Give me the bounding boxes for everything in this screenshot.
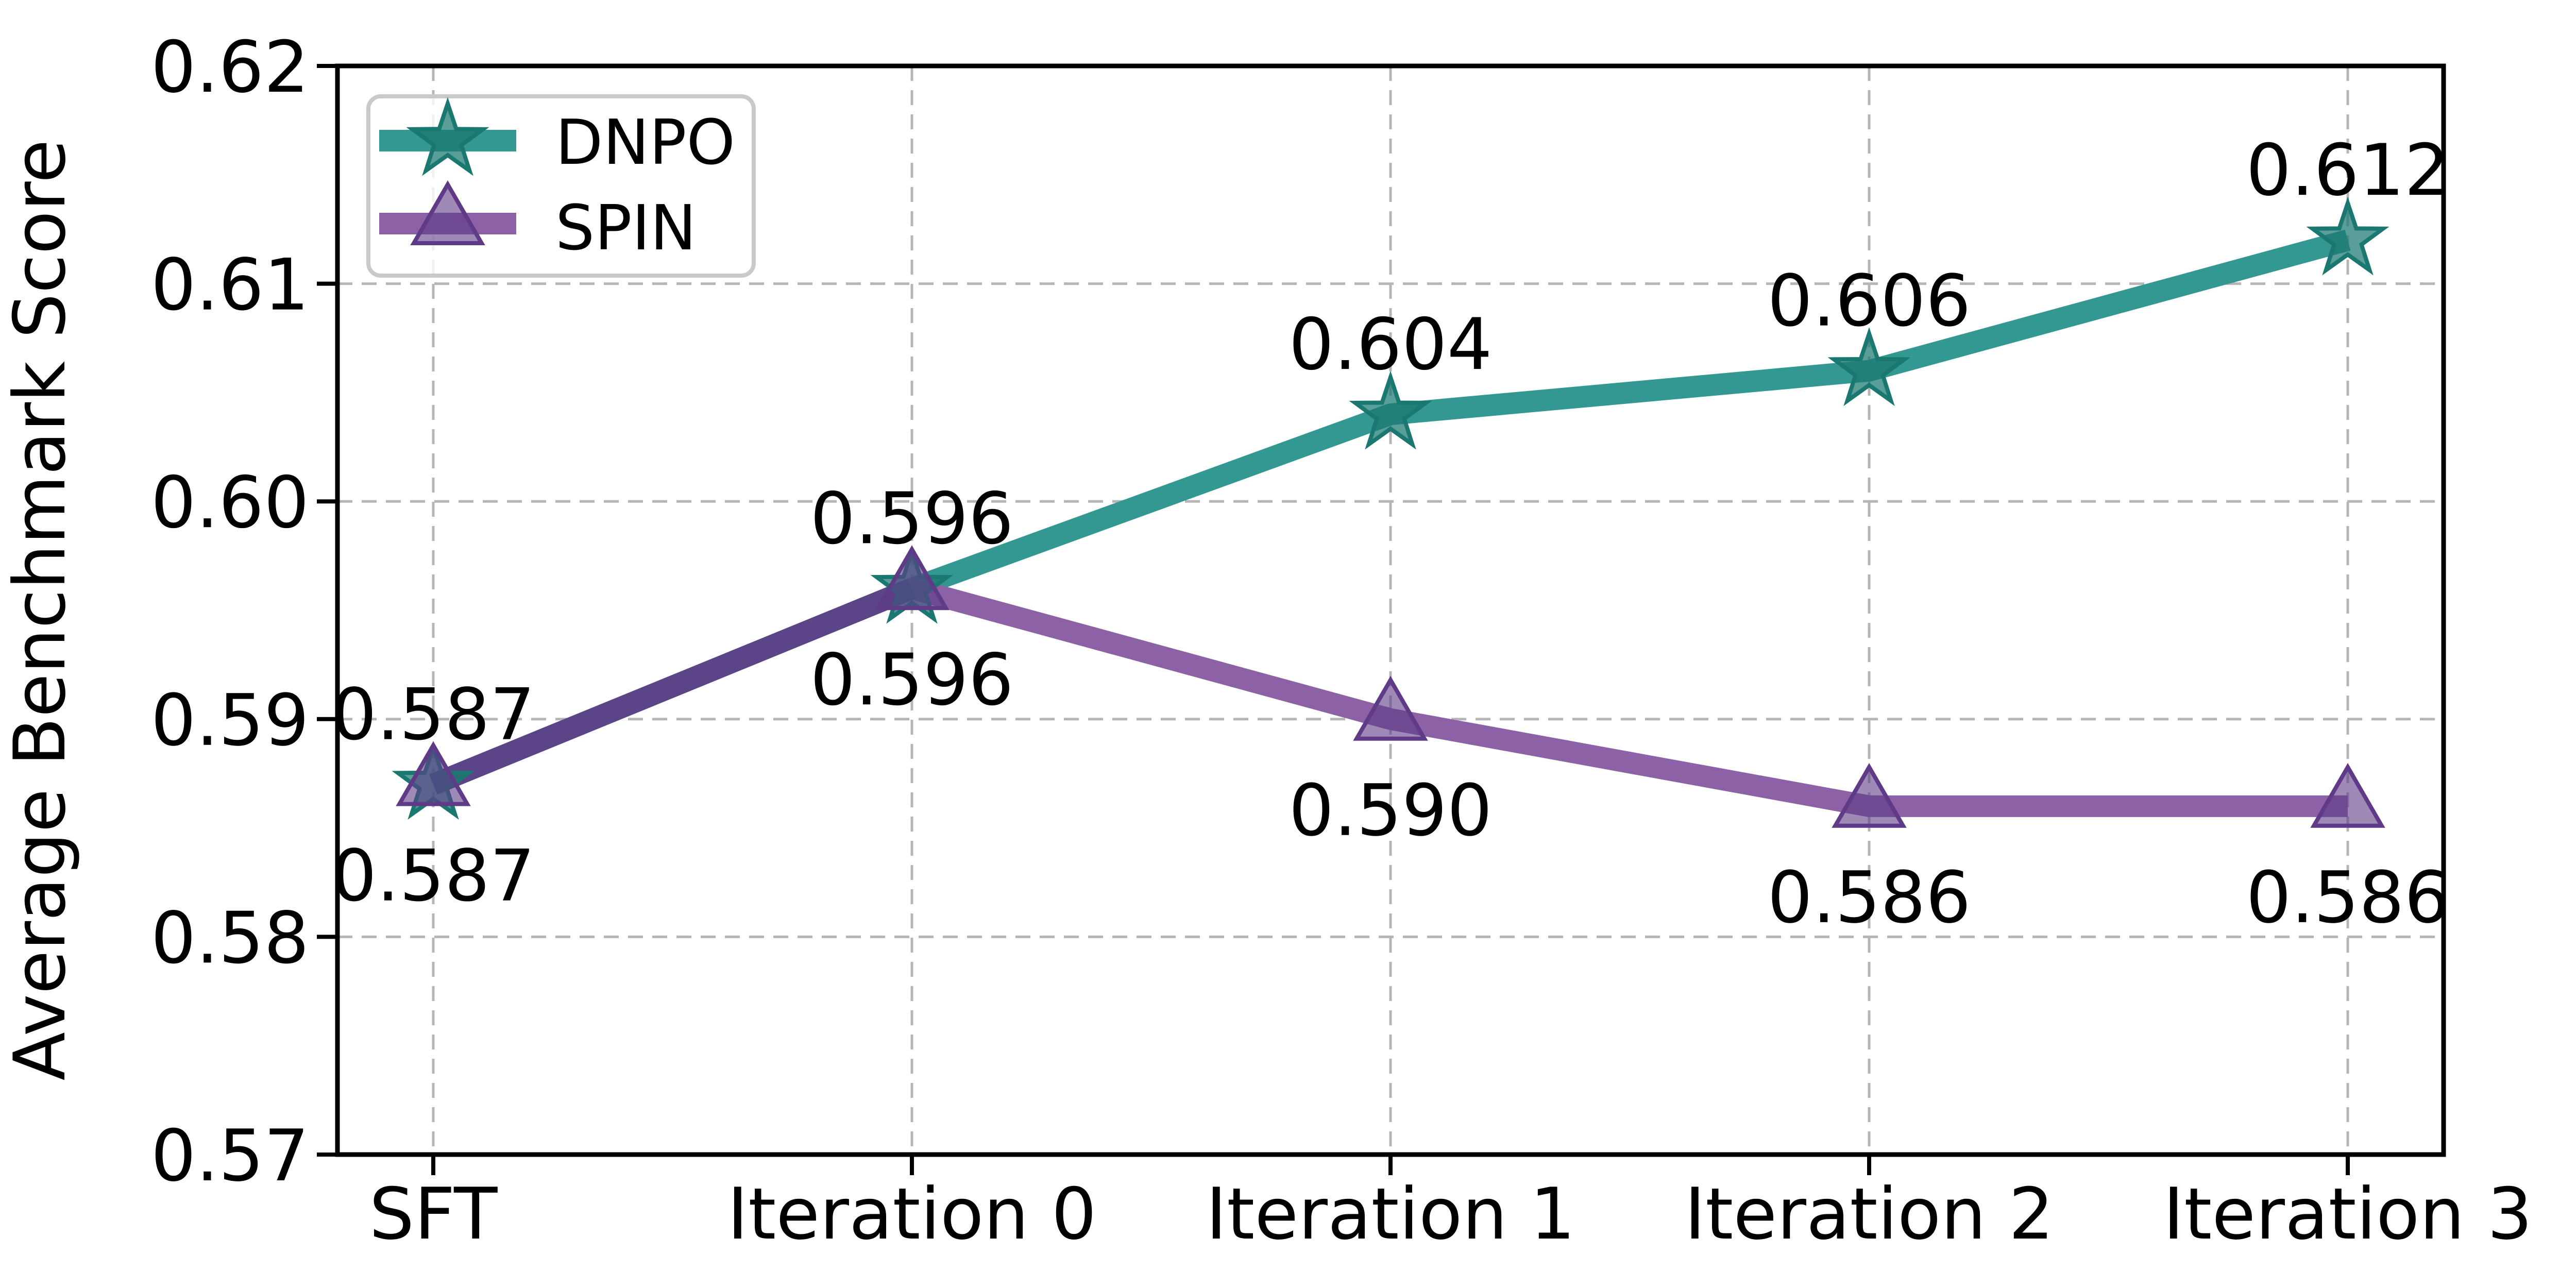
value-annotation-dnpo: 0.596 [810, 477, 1013, 560]
y-tick-label: 0.61 [151, 244, 309, 327]
legend: DNPO SPIN [366, 94, 756, 278]
x-tick-label: Iteration 0 [727, 1173, 1096, 1256]
spin-triangle-marker [2310, 762, 2385, 828]
legend-label-dnpo: DNPO [555, 107, 735, 179]
y-tick-label: 0.59 [151, 679, 309, 762]
axes: 0.57 0.58 0.59 0.60 0.61 0.62 SFT Iteration 0 It… [151, 26, 2533, 1256]
value-annotation-spin: 0.590 [1289, 769, 1492, 852]
y-tick-label: 0.58 [151, 896, 309, 979]
spin-triangle-marker [396, 741, 471, 806]
value-annotation-spin: 0.587 [331, 835, 535, 918]
x-tick-label: Iteration 2 [1684, 1173, 2054, 1256]
dnpo-star-marker [1349, 370, 1432, 450]
point-value-annotations: 0.587 0.596 0.604 0.606 0.612 0.587 0.596 0.590… [331, 129, 2449, 939]
dnpo-star-marker [1827, 327, 1911, 406]
value-annotation-dnpo: 0.612 [2246, 129, 2449, 212]
value-annotation-dnpo: 0.587 [331, 673, 535, 756]
legend-label-spin: SPIN [555, 193, 697, 264]
legend-samples [379, 97, 516, 245]
value-annotation-dnpo: 0.606 [1767, 260, 1971, 343]
spin-triangle-marker [874, 545, 950, 611]
x-tick-label: SFT [369, 1173, 498, 1256]
y-axis-label: Average Benchmark Score [0, 140, 81, 1081]
value-annotation-dnpo: 0.604 [1289, 303, 1492, 386]
legend-triangle-icon [410, 180, 485, 245]
legend-star-icon [406, 97, 489, 176]
x-tick-label: Iteration 3 [2163, 1173, 2532, 1256]
y-tick-label: 0.60 [151, 461, 309, 544]
spin-triangle-marker [1353, 675, 1428, 741]
series-overlap-segment [429, 578, 916, 795]
x-tick-label: Iteration 1 [1206, 1173, 1575, 1256]
spin-triangle-marker [1832, 762, 1907, 828]
value-annotation-spin: 0.586 [2246, 856, 2449, 939]
data-point-markers [392, 196, 2389, 828]
value-annotation-spin: 0.596 [810, 638, 1013, 721]
y-tick-label: 0.62 [151, 26, 309, 109]
value-annotation-spin: 0.586 [1767, 856, 1971, 939]
y-tick-label: 0.57 [151, 1114, 309, 1197]
dnpo-star-marker [2306, 196, 2389, 276]
